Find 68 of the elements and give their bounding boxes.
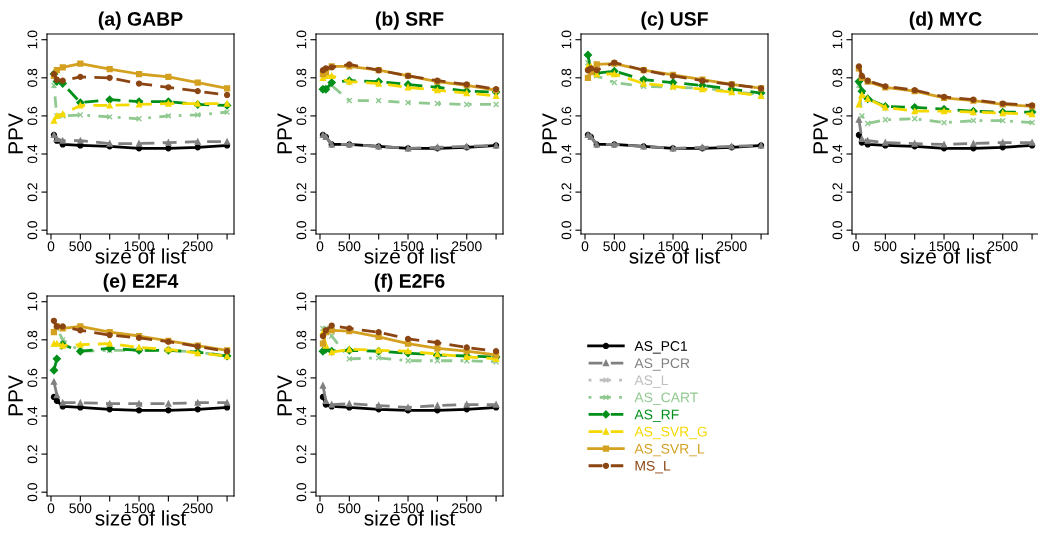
y-tick-label: 0.6 (27, 106, 38, 126)
y-tick-label: 0.4 (296, 406, 307, 426)
y-tick-label: 0.6 (296, 368, 307, 388)
legend-label: MS_L (635, 460, 671, 474)
y-tick-label: 0.0 (832, 221, 843, 240)
y-tick-label: 0.2 (27, 183, 38, 202)
y-tick-label: 1.0 (296, 292, 307, 311)
x-tick-label: 0 (852, 241, 860, 252)
y-tick-label: 0.4 (561, 144, 572, 164)
y-tick-label: 0.8 (296, 330, 307, 349)
y-axis-title: PPV (277, 113, 292, 154)
x-tick-label: 500 (338, 241, 361, 252)
y-tick-label: 1.0 (561, 30, 572, 49)
chart-title: (d) MYC (909, 11, 982, 30)
legend-label: AS_SVR_L (634, 443, 705, 457)
legend-label: AS_RF (634, 409, 679, 423)
y-tick-label: 0.4 (27, 144, 38, 164)
y-axis-title: PPV (277, 375, 292, 416)
chart-title: (c) USF (641, 11, 708, 30)
x-tick-label: 0 (47, 241, 55, 252)
x-tick-label: 500 (69, 503, 92, 514)
x-tick-label: 500 (338, 503, 361, 514)
y-tick-label: 0.8 (296, 68, 307, 87)
y-tick-label: 0.2 (296, 445, 307, 464)
legend-label: AS_SVR_G (634, 426, 707, 440)
y-tick-label: 0.6 (27, 368, 38, 388)
x-tick-label: 0 (316, 241, 324, 252)
y-tick-label: 0.2 (832, 183, 843, 202)
legend-label: AS_L (634, 375, 668, 388)
y-tick-label: 0.2 (27, 445, 38, 464)
y-axis-title: PPV (8, 113, 23, 154)
y-tick-label: 0.0 (27, 221, 38, 240)
x-tick-label: 500 (874, 241, 897, 252)
chart-title: (b) SRF (375, 11, 444, 30)
y-tick-label: 0.4 (296, 144, 307, 164)
y-tick-label: 1.0 (832, 30, 843, 49)
y-tick-label: 0.6 (561, 106, 572, 126)
y-tick-label: 0.0 (296, 221, 307, 240)
y-tick-label: 0.6 (832, 106, 843, 126)
y-axis-title: PPV (542, 113, 557, 154)
y-tick-label: 0.8 (27, 68, 38, 87)
y-tick-label: 1.0 (27, 292, 38, 311)
chart-title: (a) GABP (98, 11, 183, 30)
y-tick-label: 0.4 (27, 406, 38, 426)
y-tick-label: 0.0 (296, 483, 307, 502)
y-axis-title: PPV (8, 375, 23, 416)
y-tick-label: 0.0 (561, 221, 572, 240)
y-tick-label: 0.2 (296, 183, 307, 202)
y-tick-label: 0.8 (561, 68, 572, 87)
legend-label: AS_PC1 (634, 341, 688, 354)
x-tick-label: 500 (69, 241, 92, 252)
y-tick-label: 0.8 (832, 68, 843, 87)
chart-title: (f) E2F6 (374, 273, 445, 292)
y-tick-label: 1.0 (27, 30, 38, 49)
x-tick-label: 0 (581, 241, 589, 252)
y-tick-label: 0.4 (832, 144, 843, 164)
x-tick-label: 0 (47, 503, 55, 514)
y-tick-label: 0.6 (296, 106, 307, 126)
chart-title: (e) E2F4 (103, 273, 179, 292)
y-tick-label: 0.2 (561, 183, 572, 202)
x-tick-label: 0 (316, 503, 324, 514)
legend-label: AS_CART (634, 392, 698, 405)
x-tick-label: 500 (603, 241, 626, 252)
legend-label: AS_PCR (634, 358, 690, 371)
y-axis-title: PPV (813, 113, 828, 154)
y-tick-label: 1.0 (296, 30, 307, 49)
y-tick-label: 0.0 (27, 483, 38, 502)
y-tick-label: 0.8 (27, 330, 38, 349)
